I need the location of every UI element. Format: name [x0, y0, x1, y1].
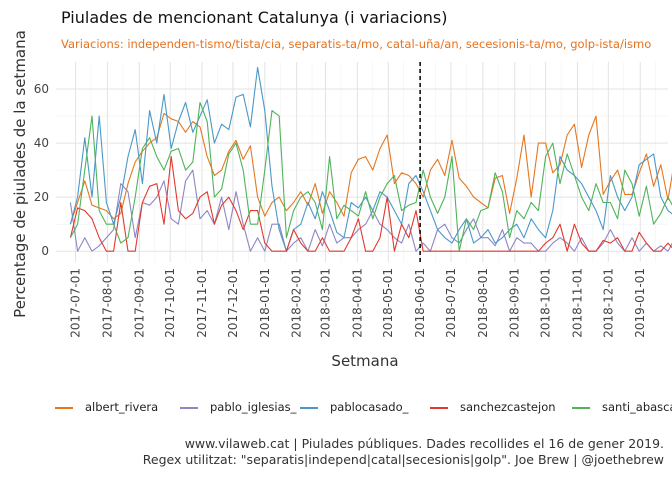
x-tick-label: 2019-01-01	[633, 268, 647, 338]
x-tick-label: 2017-09-01	[132, 268, 146, 338]
x-tick-label: 2018-09-01	[508, 268, 522, 338]
legend-item-sanchezcastejon: sanchezcastejon	[430, 400, 556, 414]
x-tick-label: 2017-07-01	[69, 268, 83, 338]
x-tick-label: 2017-10-01	[163, 268, 177, 338]
legend-label: pablo_iglesias_	[210, 400, 297, 414]
x-tick-label: 2017-08-01	[100, 268, 114, 338]
series-line-sanchezcastejon	[69, 156, 672, 252]
legend-key-pablo-iglesias	[180, 406, 198, 409]
y-axis-title: Percentage de piulades de la setmana	[11, 30, 29, 318]
legend-label: santi_abascal	[602, 400, 672, 414]
legend-item-santi-abascal: santi_abascal	[572, 400, 672, 414]
x-tick-label: 2018-01-01	[258, 268, 272, 338]
x-tick-label: 2018-10-01	[539, 268, 553, 338]
y-tick-label: 0	[41, 244, 49, 258]
legend-label: sanchezcastejon	[460, 400, 556, 414]
x-tick-label: 2018-05-01	[381, 268, 395, 338]
series-line-albert-rivera	[69, 112, 672, 225]
x-tick-label: 2017-12-01	[226, 268, 240, 338]
x-axis-title: Setmana	[331, 352, 398, 370]
caption-line-1: www.vilaweb.cat | Piulades públiques. Da…	[184, 436, 664, 451]
y-tick-label: 60	[34, 82, 49, 96]
legend-key-pablocasado	[300, 406, 318, 409]
x-tick-label: 2018-08-01	[476, 268, 490, 338]
legend-label: pablocasado_	[330, 400, 409, 414]
legend-item-pablo-iglesias: pablo_iglesias_	[180, 400, 296, 414]
x-tick-label: 2017-11-01	[195, 268, 209, 338]
legend-label: albert_rivera	[85, 400, 159, 414]
legend-key-sanchezcastejon	[430, 406, 448, 409]
x-tick-label: 2018-06-01	[413, 268, 427, 338]
series-line-pablocasado	[69, 66, 672, 252]
x-tick-label: 2018-11-01	[570, 268, 584, 338]
legend-item-albert-rivera: albert_rivera	[55, 400, 158, 414]
x-tick-label: 2018-04-01	[350, 268, 364, 338]
x-tick-label: 2018-12-01	[601, 268, 615, 338]
legend-item-pablocasado: pablocasado_	[300, 400, 408, 414]
x-tick-label: 2018-02-01	[290, 268, 304, 338]
legend-key-albert-rivera	[55, 406, 73, 409]
y-tick-label: 40	[34, 136, 49, 150]
series-line-santi-abascal	[69, 101, 672, 252]
legend-key-santi-abascal	[572, 406, 590, 409]
x-tick-label: 2018-03-01	[318, 268, 332, 338]
chart-title: Piulades de mencionant Catalunya (i vari…	[61, 8, 448, 27]
caption-line-2: Regex utilitzat: "separatis|independ|cat…	[142, 452, 664, 467]
chart-subtitle: Variacions: independen-tismo/tista/cia, …	[61, 37, 652, 51]
x-tick-label: 2018-07-01	[444, 268, 458, 338]
y-tick-label: 20	[34, 190, 49, 204]
